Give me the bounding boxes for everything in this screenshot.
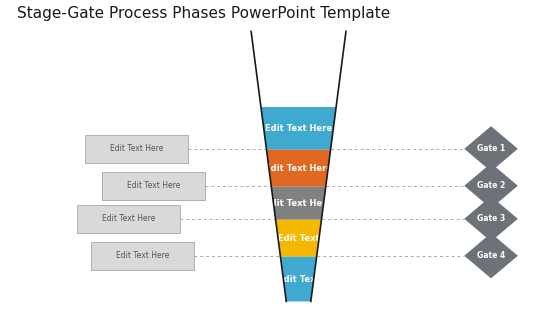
FancyBboxPatch shape <box>90 241 194 270</box>
Text: Edit Text Here: Edit Text Here <box>127 181 180 190</box>
Text: Edit Text Here: Edit Text Here <box>102 214 155 223</box>
Text: Gate 2: Gate 2 <box>477 181 505 190</box>
Polygon shape <box>464 126 518 171</box>
Text: Stage-Gate Process Phases PowerPoint Template: Stage-Gate Process Phases PowerPoint Tem… <box>17 6 390 21</box>
Polygon shape <box>464 163 518 208</box>
Polygon shape <box>261 107 336 150</box>
Polygon shape <box>464 233 518 278</box>
Polygon shape <box>271 187 326 220</box>
Text: Edit Text Here: Edit Text Here <box>265 124 332 133</box>
Text: Edit Text: Edit Text <box>278 234 319 243</box>
Text: Gate 3: Gate 3 <box>477 214 505 223</box>
Polygon shape <box>276 220 321 257</box>
Text: Gate 4: Gate 4 <box>477 251 505 260</box>
FancyBboxPatch shape <box>102 172 205 200</box>
Text: Edit Text: Edit Text <box>278 274 319 284</box>
Text: Edit Text Here: Edit Text Here <box>116 251 169 260</box>
Text: Edit Text Here: Edit Text Here <box>110 144 163 153</box>
FancyBboxPatch shape <box>85 135 189 163</box>
FancyBboxPatch shape <box>77 205 180 233</box>
Text: Gate 1: Gate 1 <box>477 144 505 153</box>
Text: Edit Text Here: Edit Text Here <box>265 199 332 208</box>
Polygon shape <box>281 257 316 301</box>
Polygon shape <box>267 150 330 187</box>
Text: Edit Text Here: Edit Text Here <box>265 164 332 173</box>
Polygon shape <box>464 196 518 241</box>
